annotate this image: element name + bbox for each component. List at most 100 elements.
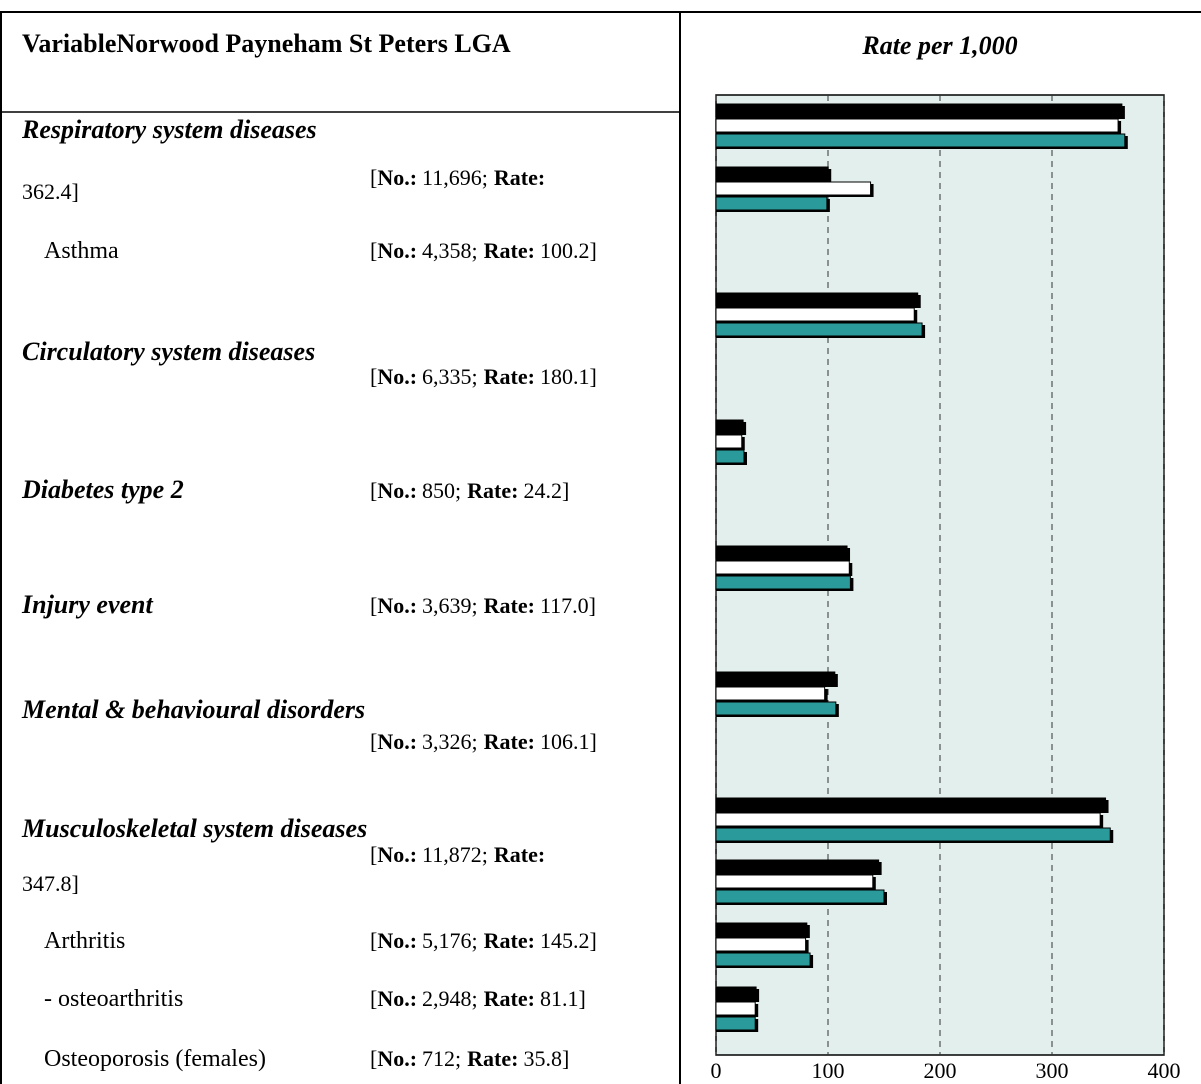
row-rate: 35.8 (523, 1046, 562, 1071)
separator: ; (472, 986, 478, 1011)
rate-label: Rate: (484, 986, 535, 1011)
row-rate: 145.2 (540, 928, 590, 953)
bracket-close: ] (578, 986, 585, 1011)
rate-label: Rate: (467, 478, 518, 503)
row-label: Musculoskeletal system diseases (21, 814, 367, 843)
bar (715, 575, 851, 590)
bar (715, 922, 808, 937)
row-stats: [No.: 712; Rate: 35.8] (370, 1046, 569, 1071)
bracket-open: [ (370, 842, 377, 867)
bar (715, 181, 872, 196)
bar (715, 1001, 756, 1016)
bar (715, 545, 848, 560)
row-no: 11,696 (422, 165, 482, 190)
separator: ; (472, 729, 478, 754)
separator: ; (482, 842, 488, 867)
no-label: No.: (377, 729, 417, 754)
bar (715, 986, 757, 1001)
row-rate: 106.1 (540, 729, 590, 754)
separator: ; (472, 928, 478, 953)
bar (715, 434, 743, 449)
bar (715, 419, 744, 434)
separator: ; (482, 165, 488, 190)
bar (715, 827, 1111, 842)
row-no: 3,639 (422, 593, 472, 618)
no-label: No.: (377, 364, 417, 389)
bar (715, 686, 826, 701)
bracket-close: ] (589, 928, 596, 953)
bracket-open: [ (370, 364, 377, 389)
x-tick-label: 200 (924, 1058, 957, 1083)
bracket-open: [ (370, 478, 377, 503)
row-no: 850 (422, 478, 455, 503)
row-label: Osteoporosis (females) (44, 1046, 266, 1072)
no-label: No.: (377, 593, 417, 618)
bar (715, 952, 811, 967)
bracket-close: ] (72, 871, 79, 896)
bar (715, 937, 807, 952)
rate-label: Rate: (484, 928, 535, 953)
row-rate: 180.1 (540, 364, 590, 389)
x-tick-label: 100 (812, 1058, 845, 1083)
row-label: Injury event (21, 590, 154, 619)
bracket-open: [ (370, 165, 377, 190)
x-tick-label: 300 (1036, 1058, 1069, 1083)
bar (715, 701, 837, 716)
row-rate: 100.2 (540, 238, 590, 263)
row-stats: [No.: 3,639; Rate: 117.0] (370, 593, 596, 618)
row-stats: [No.: 3,326; Rate: 106.1] (370, 729, 597, 754)
row-label: Arthritis (44, 928, 125, 954)
bracket-close: ] (589, 364, 596, 389)
separator: ; (455, 478, 461, 503)
row-stats: [No.: 850; Rate: 24.2] (370, 478, 569, 503)
rate-label: Rate: (484, 593, 535, 618)
bar (715, 307, 915, 322)
bar (715, 859, 880, 874)
header-variable: VariableNorwood Payneham St Peters LGA (22, 29, 511, 58)
row-stats-wrap: 347.8] (22, 871, 79, 896)
row-no: 5,176 (422, 928, 472, 953)
row-no: 11,872 (422, 842, 482, 867)
no-label: No.: (377, 478, 417, 503)
bar (715, 560, 850, 575)
row-rate: 362.4 (22, 179, 72, 204)
bar (715, 292, 919, 307)
row-stats: [No.: 6,335; Rate: 180.1] (370, 364, 597, 389)
bar (715, 1016, 756, 1031)
row-label: Respiratory system diseases (21, 115, 317, 144)
rate-label: Rate: (484, 238, 535, 263)
bracket-close: ] (562, 478, 569, 503)
row-label: Circulatory system diseases (22, 337, 315, 366)
bar (715, 322, 923, 337)
row-label: - osteoarthritis (44, 986, 183, 1012)
bar (715, 671, 836, 686)
rate-label: Rate: (494, 165, 545, 190)
bracket-open: [ (370, 238, 377, 263)
bar (715, 797, 1107, 812)
bracket-open: [ (370, 593, 377, 618)
bar (715, 889, 885, 904)
bar (715, 196, 828, 211)
no-label: No.: (377, 842, 417, 867)
rate-label: Rate: (494, 842, 545, 867)
row-stats: [No.: 5,176; Rate: 145.2] (370, 928, 597, 953)
chart-title: Rate per 1,000 (861, 31, 1017, 60)
row-stats: [No.: 2,948; Rate: 81.1] (370, 986, 586, 1011)
x-tick-label: 400 (1148, 1058, 1181, 1083)
bracket-open: [ (370, 729, 377, 754)
row-label: Mental & behavioural disorders (21, 695, 365, 724)
row-label: Diabetes type 2 (21, 475, 184, 504)
row-stats: [No.: 11,696; Rate: (370, 165, 545, 190)
rate-label: Rate: (484, 729, 535, 754)
bracket-close: ] (589, 729, 596, 754)
row-no: 3,326 (422, 729, 472, 754)
bracket-close: ] (72, 179, 79, 204)
row-stats: [No.: 11,872; Rate: (370, 842, 545, 867)
bar (715, 166, 829, 181)
no-label: No.: (377, 986, 417, 1011)
separator: ; (472, 593, 478, 618)
bar (715, 449, 745, 464)
rate-label: Rate: (484, 364, 535, 389)
no-label: No.: (377, 1046, 417, 1071)
